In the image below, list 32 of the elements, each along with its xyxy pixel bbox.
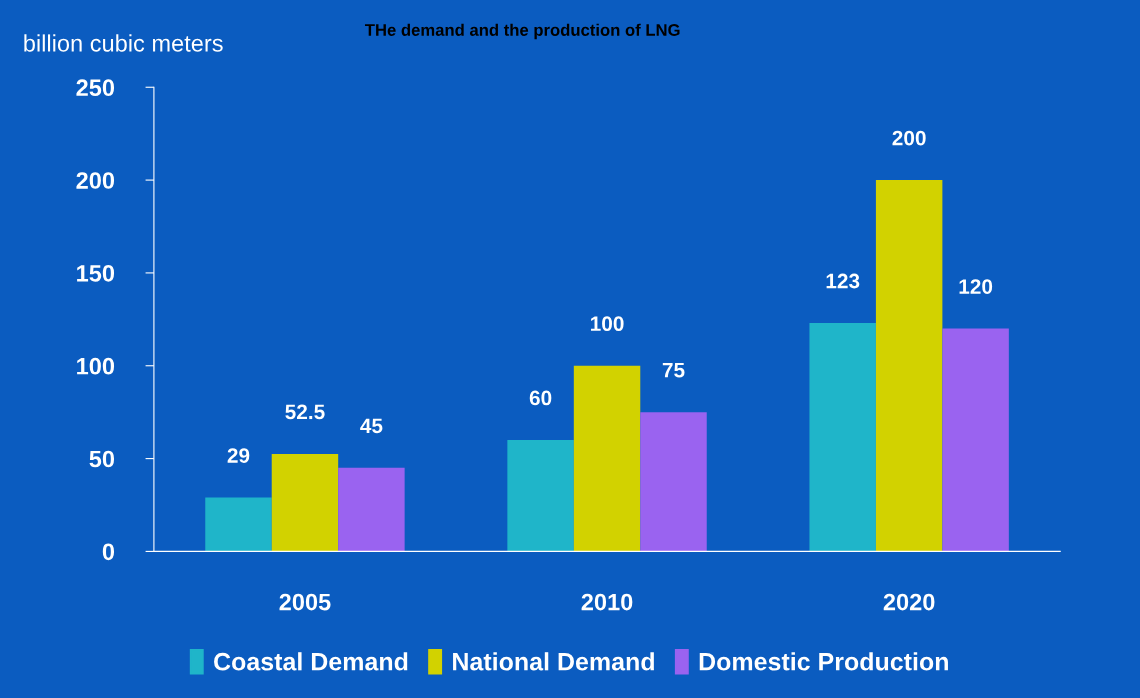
y-tick-label: 150	[77, 264, 115, 282]
bar	[942, 328, 1009, 552]
data-label: 60	[529, 390, 552, 406]
bar	[573, 365, 641, 552]
bar	[507, 440, 574, 552]
bar	[205, 497, 272, 552]
legend-label: Coastal Demand	[214, 652, 408, 671]
data-label: 29	[227, 448, 250, 463]
data-label: 123	[826, 273, 860, 289]
bar	[271, 453, 339, 552]
data-label: 100	[590, 316, 624, 332]
y-tick-label: 100	[77, 357, 115, 375]
data-label: 52.5	[285, 404, 325, 420]
bar	[809, 323, 876, 552]
data-label: 120	[959, 279, 993, 294]
bar	[640, 412, 707, 552]
y-tick-label: 250	[76, 79, 115, 97]
bar	[875, 180, 943, 552]
bar	[338, 467, 405, 552]
chart-title: THe demand and the production of LNG	[364, 23, 680, 40]
legend-label: National Demand	[453, 652, 654, 671]
y-tick-label: 200	[76, 172, 115, 189]
y-tick-label: 0	[102, 543, 115, 561]
data-label: 200	[892, 130, 926, 146]
data-label: 45	[360, 418, 383, 434]
x-tick-label: 2010	[581, 593, 633, 611]
data-label: 75	[662, 362, 685, 378]
y-tick-label: 50	[89, 450, 115, 468]
x-tick-label: 2005	[279, 593, 331, 611]
legend-label: Domestic Production	[699, 652, 948, 671]
y-axis-title: billion cubic meters	[24, 34, 223, 52]
x-tick-label: 2020	[883, 593, 935, 611]
